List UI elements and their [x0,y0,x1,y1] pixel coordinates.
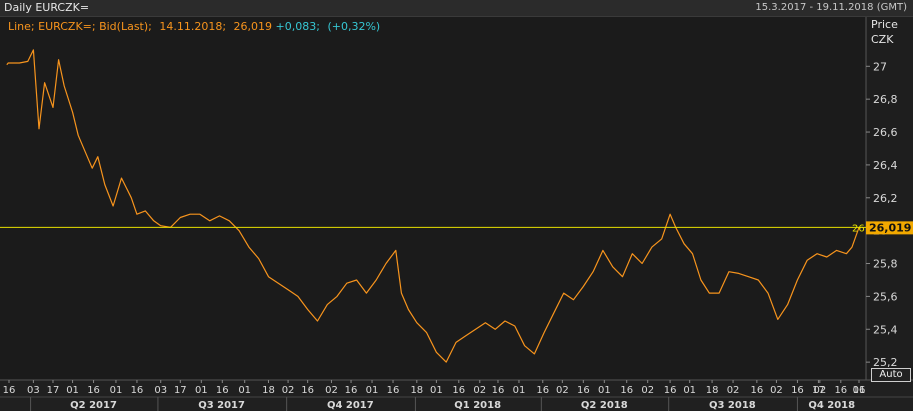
x-tick-label: 01 [66,385,79,396]
x-tick-label: 02 [727,385,740,396]
price-axis-label: Price [871,18,898,31]
quarter-label: Q3 2018 [709,400,756,411]
x-tick-label: 16 [387,385,400,396]
quarter-label: Q4 2018 [808,400,855,411]
x-tick-label: 16 [452,385,465,396]
auto-scale-button[interactable]: Auto [871,368,911,382]
y-tick-label: 25,2 [873,356,898,369]
y-tick-label: 25,6 [873,290,898,303]
legend-change-pct: (+0,32%) [327,20,380,33]
x-tick-label: 02 [282,385,295,396]
quarter-label: Q2 2018 [581,400,628,411]
x-tick-label: 01 [513,385,526,396]
chart-title: Daily EURCZK= [4,1,90,14]
line-end-label: 26 [852,223,865,234]
x-tick-label: 01 [853,385,866,396]
legend-last-value: 26,019 [234,20,273,33]
series-line [6,49,860,363]
x-tick-label: 02 [641,385,654,396]
x-tick-label: 16 [492,385,505,396]
title-bar: Daily EURCZK= 15.3.2017 - 19.11.2018 (GM… [0,0,913,17]
x-tick-label: 16 [536,385,549,396]
x-tick-label: 18 [262,385,275,396]
date-range: 15.3.2017 - 19.11.2018 (GMT) [755,2,907,13]
series-layer [6,49,860,363]
x-tick-label: 16 [791,385,804,396]
x-tick-label: 02 [556,385,569,396]
x-tick-label: 16 [750,385,763,396]
x-tick-label: 01 [683,385,696,396]
y-tick-label: 27 [873,60,887,73]
x-tick-label: 02 [770,385,783,396]
x-tick-label: 01 [195,385,208,396]
x-tick-label: 01 [430,385,443,396]
x-tick-label: 16 [216,385,229,396]
time-axis-panel [0,380,913,411]
last-price-tag-text: 26,019 [869,221,911,234]
quarter-label: Q3 2017 [198,400,245,411]
x-tick-label: 16 [577,385,590,396]
legend-date: 14.11.2018; [159,20,226,33]
x-axis-ticks: 16 03 17 01 16 01 16 03 17 01 16 01 18 02 16 02 16 01 16 18… [3,380,866,396]
x-tick-label: 02 [473,385,486,396]
x-tick-label: 02 [325,385,338,396]
y-tick-label: 26,2 [873,192,898,205]
x-tick-label: 16 [620,385,633,396]
currency-axis-label: CZK [871,33,894,46]
y-tick-label: 25,8 [873,258,898,271]
x-tick-label: 17 [174,385,187,396]
x-tick-label: 02 [813,385,826,396]
x-tick-label: 16 [87,385,100,396]
y-tick-label: 26,4 [873,159,898,172]
x-tick-label: 03 [27,385,40,396]
quarter-label: Q4 2017 [327,400,374,411]
x-tick-label: 03 [154,385,167,396]
x-tick-label: 17 [812,385,825,396]
x-tick-label: 01 [366,385,379,396]
quarter-labels: Q2 2017 Q3 2017 Q4 2017 Q1 2018 Q2 2018 Q3 20… [30,397,855,411]
x-tick-label: 16 [834,385,847,396]
last-price-tag: 26,019 [866,221,913,235]
y-tick-label: 26,6 [873,126,898,139]
y-tick-label: 26,8 [873,93,898,106]
x-tick-label: 16 [345,385,358,396]
x-tick-label: 01 [238,385,251,396]
price-axis-panel [866,17,913,380]
legend-change: +0,083; [276,20,320,33]
x-tick-label: 16 [853,385,866,396]
quarter-label: Q2 2017 [70,400,117,411]
x-tick-label: 16 [3,385,16,396]
x-tick-label: 17 [47,385,60,396]
x-tick-label: 18 [410,385,423,396]
x-tick-label: 16 [664,385,677,396]
legend-text: Line; EURCZK=; Bid(Last); 14.11.2018; 26… [8,20,380,33]
x-tick-label: 16 [301,385,314,396]
plot-area[interactable] [0,17,866,380]
x-tick-label: 16 [131,385,144,396]
legend-prefix: Line; EURCZK=; Bid(Last); [8,20,152,33]
x-tick-label: 18 [706,385,719,396]
y-tick-label: 25,4 [873,323,898,336]
last-price-tag-background [866,221,913,235]
x-tick-label: 01 [110,385,123,396]
quarter-label: Q1 2018 [454,400,501,411]
x-tick-label: 01 [598,385,611,396]
